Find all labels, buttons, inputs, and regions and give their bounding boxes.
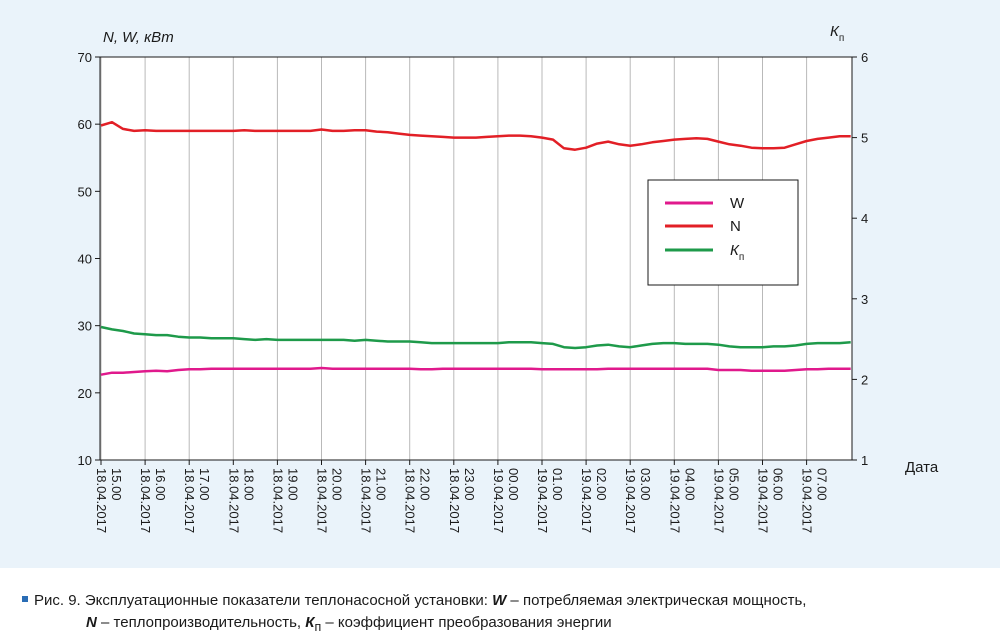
x-tick-label: 19.04.2017 03.00 bbox=[623, 468, 653, 533]
caption-bullet bbox=[22, 596, 28, 603]
x-tick-label-hour: 02.00 bbox=[594, 468, 609, 501]
legend-label-kp: Кп bbox=[730, 242, 744, 263]
x-tick-label-date: 18.04.2017 bbox=[315, 468, 330, 533]
x-tick-label-hour: 06.00 bbox=[771, 468, 786, 501]
series-line-kp bbox=[100, 325, 851, 350]
x-tick-label: 19.04.2017 06.00 bbox=[756, 468, 786, 533]
left-y-tick-label: 10 bbox=[78, 453, 92, 468]
series-line-n bbox=[100, 120, 851, 151]
x-tick-label: 18.04.2017 19.00 bbox=[270, 468, 300, 533]
caption-line-1: Рис. 9. Эксплуатационные показатели тепл… bbox=[22, 590, 992, 612]
x-tick-label: 18.04.2017 21.00 bbox=[359, 468, 389, 533]
right-axis-title-sub: п bbox=[839, 33, 844, 44]
caption-k-sub: п bbox=[314, 620, 322, 634]
x-tick-label-hour: 04.00 bbox=[682, 468, 697, 501]
left-y-tick-label: 50 bbox=[78, 184, 92, 199]
caption-line-2: N – теплопроизводительность, Кп – коэффи… bbox=[22, 612, 992, 638]
x-tick-label-hour: 20.00 bbox=[330, 468, 345, 501]
x-tick-label-date: 18.04.2017 bbox=[447, 468, 462, 533]
series-layer bbox=[100, 120, 851, 376]
right-axis: 1 2 3 4 5 6 bbox=[852, 50, 868, 468]
x-tick-label-hour: 23.00 bbox=[462, 468, 477, 501]
left-y-tick-label: 60 bbox=[78, 117, 92, 132]
x-tick-label-hour: 01.00 bbox=[550, 468, 565, 501]
caption-k-symbol: К bbox=[305, 614, 315, 631]
caption-prefix: Рис. 9. Эксплуатационные показатели тепл… bbox=[34, 592, 493, 609]
x-tick-label-hour: 19.00 bbox=[285, 468, 300, 501]
x-tick-label: 19.04.2017 00.00 bbox=[491, 468, 521, 533]
x-tick-label-date: 18.04.2017 bbox=[403, 468, 418, 533]
right-y-tick-label: 2 bbox=[861, 372, 868, 387]
x-tick-label-hour: 22.00 bbox=[418, 468, 433, 501]
x-tick-label-hour: 05.00 bbox=[726, 468, 741, 501]
caption-w-symbol: W bbox=[492, 592, 507, 609]
legend-label-n: N bbox=[730, 218, 741, 235]
x-tick-label: 19.04.2017 04.00 bbox=[667, 468, 697, 533]
x-tick-label-date: 18.04.2017 bbox=[226, 468, 241, 533]
caption-k-text: – коэффициент преобразования энергии bbox=[321, 614, 612, 631]
x-tick-label: 18.04.2017 20.00 bbox=[315, 468, 345, 533]
x-tick-label-hour: 00.00 bbox=[506, 468, 521, 501]
right-y-tick-label: 4 bbox=[861, 211, 868, 226]
grid-layer bbox=[100, 57, 808, 460]
x-tick-label-hour: 15.00 bbox=[109, 468, 124, 501]
x-tick-label-date: 18.04.2017 bbox=[270, 468, 285, 533]
left-y-tick-label: 20 bbox=[78, 386, 92, 401]
x-tick-label-date: 19.04.2017 bbox=[711, 468, 726, 533]
legend-label-kp-main: К bbox=[730, 242, 740, 259]
x-tick-label-hour: 16.00 bbox=[153, 468, 168, 501]
left-y-tick-label: 70 bbox=[78, 50, 92, 65]
right-y-tick-label: 3 bbox=[861, 292, 868, 307]
x-tick-label: 18.04.2017 16.00 bbox=[138, 468, 168, 533]
x-tick-label-hour: 18.00 bbox=[241, 468, 256, 501]
x-tick-label-date: 19.04.2017 bbox=[535, 468, 550, 533]
x-tick-label-date: 18.04.2017 bbox=[94, 468, 109, 533]
right-axis-title: Кп bbox=[830, 23, 844, 44]
x-tick-label: 19.04.2017 07.00 bbox=[800, 468, 830, 533]
x-tick-label-date: 19.04.2017 bbox=[579, 468, 594, 533]
right-axis-title-main: К bbox=[830, 23, 840, 40]
x-tick-label: 18.04.2017 22.00 bbox=[403, 468, 433, 533]
x-tick-label-date: 18.04.2017 bbox=[359, 468, 374, 533]
figure-caption: Рис. 9. Эксплуатационные показатели тепл… bbox=[22, 590, 992, 638]
x-tick-label-date: 18.04.2017 bbox=[138, 468, 153, 533]
x-tick-label-hour: 21.00 bbox=[374, 468, 389, 501]
x-tick-label: 18.04.2017 18.00 bbox=[226, 468, 256, 533]
x-tick-label-date: 18.04.2017 bbox=[182, 468, 197, 533]
x-axis-title: Дата bbox=[905, 459, 939, 476]
series-line-w bbox=[100, 366, 851, 376]
x-tick-label-date: 19.04.2017 bbox=[623, 468, 638, 533]
right-y-tick-label: 5 bbox=[861, 131, 868, 146]
legend: W N Кп bbox=[647, 179, 799, 286]
left-axis-title: N, W, кВт bbox=[103, 29, 174, 46]
legend-label-kp-sub: п bbox=[739, 252, 744, 263]
x-tick-label: 18.04.2017 15.00 bbox=[94, 468, 124, 533]
x-tick-label-date: 19.04.2017 bbox=[756, 468, 771, 533]
left-y-tick-label: 40 bbox=[78, 252, 92, 267]
caption-n-text: – теплопроизводительность, bbox=[96, 614, 306, 631]
left-y-tick-label: 30 bbox=[78, 319, 92, 334]
x-tick-label: 19.04.2017 05.00 bbox=[711, 468, 741, 533]
x-tick-label-hour: 03.00 bbox=[638, 468, 653, 501]
legend-box bbox=[647, 179, 799, 286]
right-y-tick-label: 1 bbox=[861, 453, 868, 468]
x-axis: 18.04.2017 15.00 18.04.2017 16.00 18.04.2017… bbox=[94, 460, 830, 533]
x-tick-label-hour: 07.00 bbox=[815, 468, 830, 501]
x-tick-label: 18.04.2017 23.00 bbox=[447, 468, 477, 533]
caption-n-symbol: N bbox=[86, 614, 97, 631]
x-tick-label-date: 19.04.2017 bbox=[491, 468, 506, 533]
x-tick-label: 19.04.2017 01.00 bbox=[535, 468, 565, 533]
caption-w-text: – потребляемая электрическая мощность, bbox=[506, 592, 807, 609]
x-tick-label-date: 19.04.2017 bbox=[800, 468, 815, 533]
x-tick-label-date: 19.04.2017 bbox=[667, 468, 682, 533]
left-axis: 10 20 30 40 50 60 70 bbox=[78, 50, 100, 468]
legend-label-w: W bbox=[730, 195, 745, 212]
right-y-tick-label: 6 bbox=[861, 50, 868, 65]
x-tick-label: 18.04.2017 17.00 bbox=[182, 468, 212, 533]
x-tick-label-hour: 17.00 bbox=[197, 468, 212, 501]
x-tick-label: 19.04.2017 02.00 bbox=[579, 468, 609, 533]
